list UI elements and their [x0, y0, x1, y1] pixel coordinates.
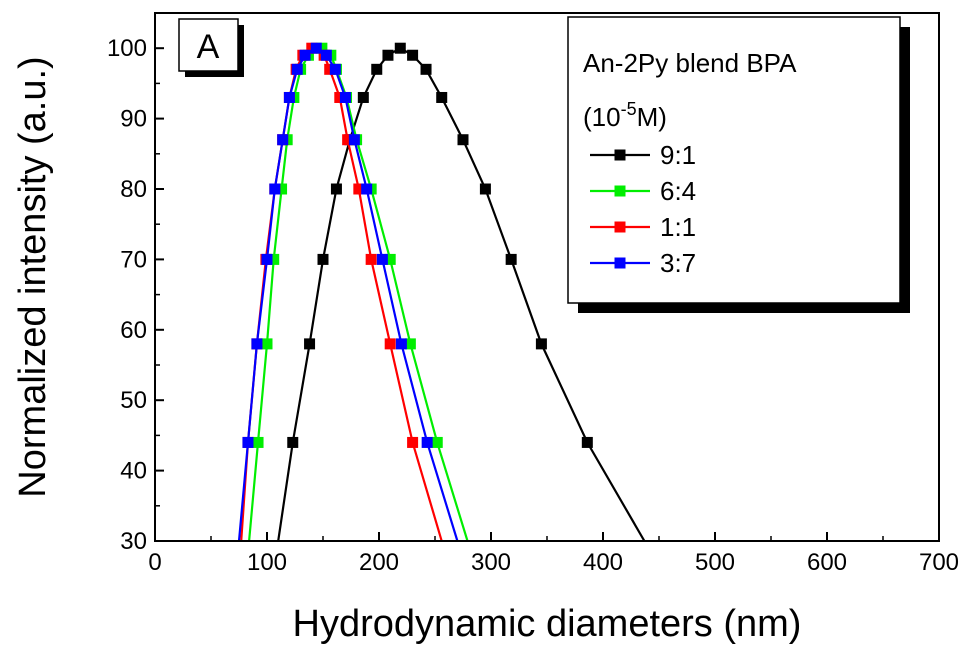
series-9-1 [277, 42, 646, 541]
data-point [357, 91, 369, 103]
data-point [395, 338, 407, 350]
legend: An-2Py blend BPA (10-5M) 9:1 6:4 1:1 3:7 [567, 16, 910, 313]
data-point [276, 183, 288, 195]
x-axis-title: Hydrodynamic diameters (nm) [293, 603, 802, 645]
data-point [384, 253, 396, 265]
data-point [431, 436, 443, 448]
legend-title-post: M) [637, 102, 667, 132]
data-point [581, 436, 593, 448]
data-point [353, 183, 365, 195]
legend-entry: 3:7 [590, 248, 696, 278]
data-point [342, 134, 354, 146]
legend-label: 9:1 [660, 140, 696, 170]
data-point [371, 63, 383, 75]
data-point [320, 49, 332, 61]
data-point [384, 338, 396, 350]
data-point [251, 338, 263, 350]
x-tick-label: 200 [359, 549, 399, 576]
data-point [382, 49, 394, 61]
legend-marker [614, 221, 626, 233]
legend-marker [614, 257, 626, 269]
data-point [329, 63, 341, 75]
data-point [261, 253, 273, 265]
data-point [348, 134, 360, 146]
series-3-7 [237, 42, 459, 541]
x-tick-label: 0 [148, 549, 161, 576]
y-tick-label: 60 [120, 317, 147, 344]
data-point [420, 63, 432, 75]
data-point [376, 253, 388, 265]
data-point [277, 134, 289, 146]
y-tick-label: 80 [120, 176, 147, 203]
x-tick-label: 300 [471, 549, 511, 576]
data-point [252, 436, 264, 448]
data-point [505, 253, 517, 265]
data-point [330, 183, 342, 195]
data-point [479, 183, 491, 195]
data-point [242, 436, 254, 448]
y-tick-label: 40 [120, 458, 147, 485]
y-tick-label: 50 [120, 387, 147, 414]
data-point [316, 42, 328, 54]
y-axis-title: Normalized intensity (a.u.) [12, 56, 54, 497]
legend-label: 6:4 [660, 176, 696, 206]
data-point [339, 91, 351, 103]
legend-title-sup: -5 [621, 99, 637, 119]
legend-entry: 1:1 [590, 212, 696, 242]
data-point [394, 42, 406, 54]
data-point [283, 91, 295, 103]
data-point [407, 49, 419, 61]
data-point [310, 42, 322, 54]
x-tick-label: 500 [695, 549, 735, 576]
data-point [324, 63, 336, 75]
data-point [261, 338, 273, 350]
x-tick-label: 700 [919, 549, 959, 576]
data-point [407, 436, 419, 448]
legend-marker [614, 185, 626, 197]
legend-entry: 6:4 [590, 176, 696, 206]
data-point [291, 63, 303, 75]
legend-marker [614, 149, 626, 161]
data-point [457, 134, 469, 146]
tick-layer: 0 100 200 300 400 500 600 700 30 40 50 60 70 80 90 100 [107, 35, 959, 576]
data-point [317, 253, 329, 265]
y-tick-label: 90 [120, 106, 147, 133]
legend-title-line2: (10-5M) [583, 99, 667, 132]
panel-label-box: A [178, 18, 244, 77]
legend-title-line1: An-2Py blend BPA [583, 48, 797, 78]
y-tick-label: 100 [107, 35, 147, 62]
x-tick-label: 100 [247, 549, 287, 576]
data-point [421, 436, 433, 448]
panel-label: A [197, 28, 220, 66]
data-point [268, 253, 280, 265]
x-tick-label: 400 [583, 549, 623, 576]
data-point [287, 436, 299, 448]
data-point [436, 91, 448, 103]
data-point [404, 338, 416, 350]
y-tick-label: 70 [120, 246, 147, 273]
data-point [299, 49, 311, 61]
legend-label: 3:7 [660, 248, 696, 278]
series-layer [237, 42, 646, 541]
legend-entries: 9:1 6:4 1:1 3:7 [590, 140, 696, 278]
data-point [269, 183, 281, 195]
data-point [365, 253, 377, 265]
data-point [535, 338, 547, 350]
data-point [334, 91, 346, 103]
data-point [304, 338, 316, 350]
legend-title-pre: (10 [583, 102, 621, 132]
legend-label: 1:1 [660, 212, 696, 242]
y-tick-label: 30 [120, 528, 147, 555]
legend-entry: 9:1 [590, 140, 696, 170]
x-tick-label: 600 [807, 549, 847, 576]
data-point [361, 183, 373, 195]
